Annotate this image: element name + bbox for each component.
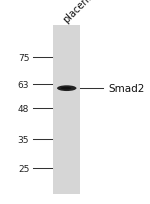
Ellipse shape [61, 88, 71, 90]
Text: placenta: placenta [61, 0, 98, 24]
Text: 48: 48 [18, 104, 29, 113]
Text: 75: 75 [18, 54, 29, 63]
Text: Smad2: Smad2 [108, 84, 144, 94]
Text: 25: 25 [18, 164, 29, 173]
Text: 35: 35 [18, 135, 29, 144]
FancyBboxPatch shape [53, 26, 80, 194]
Text: 63: 63 [18, 80, 29, 89]
Ellipse shape [57, 86, 76, 92]
